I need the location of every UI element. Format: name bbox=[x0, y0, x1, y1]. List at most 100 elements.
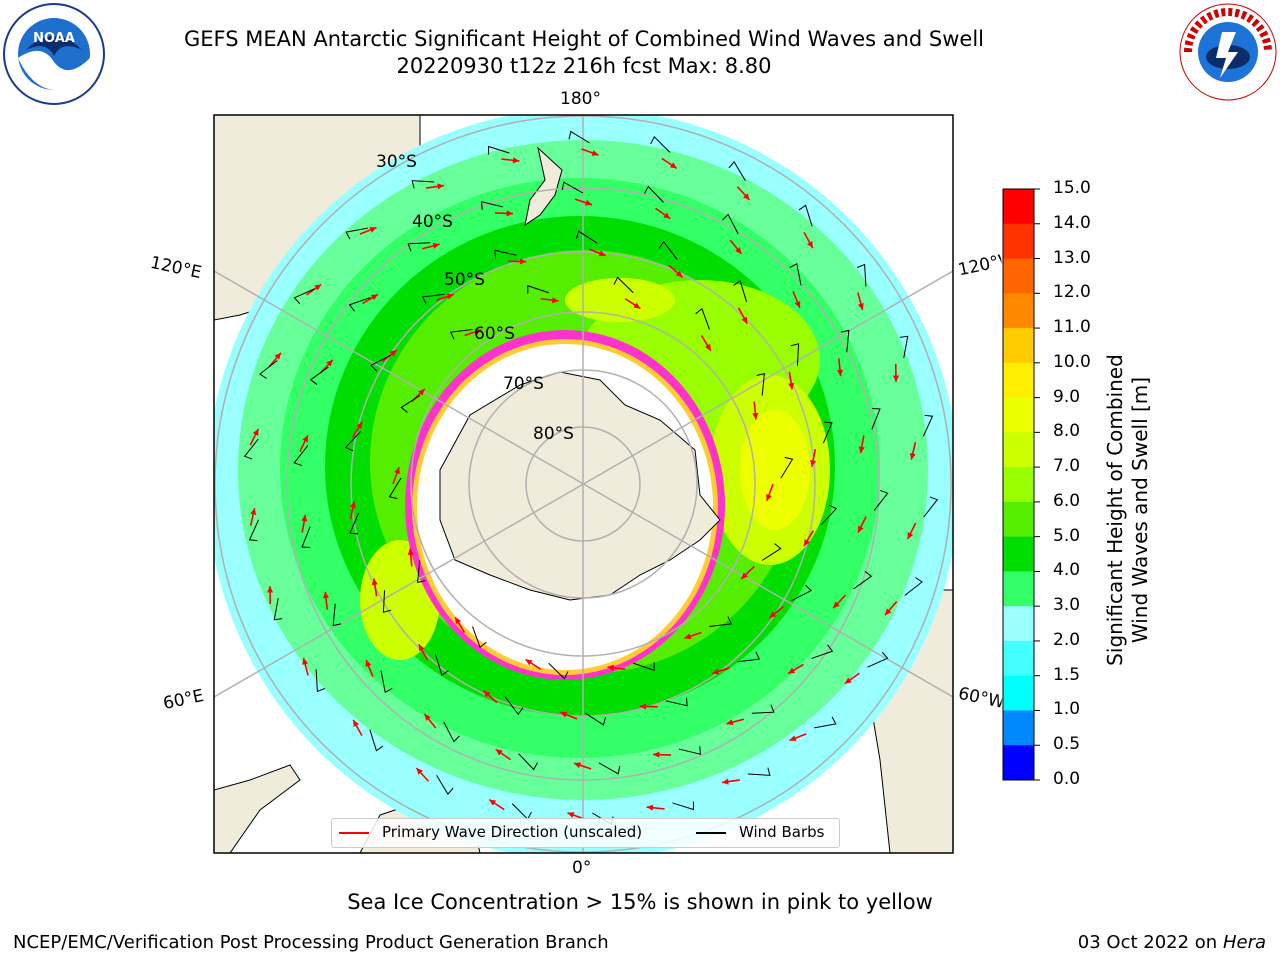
colorbar-tick-label: 8.0 bbox=[1053, 421, 1081, 442]
wave-arrow-head bbox=[353, 719, 359, 727]
wind-barb bbox=[747, 767, 771, 776]
wave-arrow-head bbox=[506, 210, 513, 217]
wave-arrow-head bbox=[322, 591, 330, 599]
colorbar-tick-label: 3.0 bbox=[1053, 595, 1081, 616]
colorbar-tick-label: 11.0 bbox=[1053, 317, 1091, 338]
colorbar-tick-label: 1.5 bbox=[1053, 664, 1081, 685]
noaa-logo: NOAA bbox=[3, 3, 105, 105]
footer-machine: Hera bbox=[1222, 932, 1266, 953]
wind-barbs-legend-swatch bbox=[696, 832, 726, 834]
colorbar-segment bbox=[1003, 571, 1034, 607]
wind-barb bbox=[344, 430, 362, 452]
wind-barb bbox=[494, 249, 517, 259]
wind-barb bbox=[780, 456, 794, 479]
wave-arrow-head bbox=[907, 532, 914, 540]
wave-arrow-head bbox=[267, 586, 274, 593]
wind-barb bbox=[867, 651, 889, 668]
wind-barb bbox=[293, 288, 315, 305]
lat-label-60s: 60°S bbox=[474, 324, 515, 344]
wave-arrow-head bbox=[741, 316, 748, 324]
wind-barb bbox=[417, 560, 426, 583]
wave-arrow-head bbox=[769, 611, 777, 618]
wave-arrow-head bbox=[836, 369, 844, 377]
wind-barb bbox=[348, 297, 371, 312]
wave-arrow-head bbox=[633, 302, 641, 309]
wind-barb bbox=[443, 721, 460, 743]
wave-arrow-head bbox=[326, 359, 333, 367]
colorbar-tick-label: 10.0 bbox=[1053, 351, 1091, 372]
wind-barb bbox=[871, 407, 881, 430]
colorbar-segment bbox=[1003, 432, 1034, 468]
wave-arrow-head bbox=[844, 677, 852, 684]
colorbar-segment bbox=[1003, 640, 1034, 677]
wind-barb bbox=[518, 753, 538, 771]
wave-arrow-head bbox=[726, 719, 734, 726]
wave-arrow-head bbox=[574, 762, 581, 769]
colorbar-tick-label: 14.0 bbox=[1053, 212, 1091, 233]
wind-barb bbox=[548, 662, 569, 680]
colorbar-tick-label: 7.0 bbox=[1053, 456, 1081, 477]
map-subtitle: 20220930 t12z 216h fcst Max: 8.80 bbox=[396, 54, 772, 78]
wind-barb bbox=[756, 373, 765, 396]
colorbar bbox=[1003, 188, 1040, 781]
wave-arrow-head bbox=[371, 578, 378, 586]
colorbar-title-line1: Significant Height of Combined bbox=[1103, 354, 1127, 666]
wave-arrow-head bbox=[833, 601, 840, 609]
lat-label-30s: 30°S bbox=[376, 152, 417, 172]
wind-barbs-legend-label: Wind Barbs bbox=[739, 823, 825, 841]
wave-arrow-head bbox=[474, 328, 482, 335]
wave-arrow-head bbox=[356, 421, 363, 429]
colorbar-segment bbox=[1003, 189, 1034, 225]
wave-arrow-head bbox=[803, 539, 810, 547]
wind-barb bbox=[345, 227, 368, 240]
wave-arrow-head bbox=[302, 435, 308, 443]
wave-arrow-head bbox=[789, 735, 797, 741]
wave-arrow-head bbox=[407, 548, 414, 556]
wind-barb bbox=[737, 651, 761, 663]
wind-barb bbox=[722, 213, 739, 235]
wave-arrow-head bbox=[653, 751, 660, 758]
wave-arrow-head bbox=[560, 711, 568, 718]
wind-barb bbox=[840, 329, 850, 353]
wind-barb bbox=[434, 653, 449, 676]
colorbar-title: Significant Height of Combined Wind Wave… bbox=[1103, 280, 1153, 740]
wind-barbs bbox=[243, 130, 939, 826]
sea-ice-note: Sea Ice Concentration > 15% is shown in … bbox=[347, 890, 933, 914]
wind-barb bbox=[382, 590, 392, 613]
wind-barb bbox=[575, 230, 598, 244]
wave-field-8m bbox=[740, 410, 810, 530]
wind-barb bbox=[504, 696, 524, 716]
wind-barb bbox=[487, 145, 510, 155]
lon-label-180: 180° bbox=[560, 89, 601, 109]
lat-label-80s: 80°S bbox=[533, 424, 574, 444]
wave-arrow-head bbox=[551, 297, 559, 304]
wave-arrow-head bbox=[512, 157, 520, 164]
footer-date-text: 03 Oct 2022 on bbox=[1077, 932, 1223, 953]
colorbar-segment bbox=[1003, 675, 1034, 711]
wave-arrow-head bbox=[646, 804, 654, 811]
wave-arrow-head bbox=[525, 659, 533, 666]
wind-barb bbox=[243, 438, 259, 460]
wind-barb bbox=[811, 644, 834, 659]
wind-barb bbox=[695, 307, 710, 330]
colorbar-tick-label: 9.0 bbox=[1053, 386, 1081, 407]
wind-barb bbox=[822, 421, 833, 444]
wind-barb bbox=[436, 775, 454, 795]
wind-barb bbox=[568, 130, 590, 144]
wave-arrow-head bbox=[807, 241, 813, 249]
colorbar-segment bbox=[1003, 501, 1034, 538]
wind-barb bbox=[369, 729, 384, 752]
colorbar-tick-label: 13.0 bbox=[1053, 247, 1091, 268]
wave-arrow-head bbox=[424, 714, 431, 721]
colorbar-segment bbox=[1003, 258, 1034, 294]
colorbar-frame bbox=[1002, 188, 1035, 781]
wind-barb bbox=[761, 543, 782, 561]
wind-barb bbox=[633, 662, 655, 671]
wind-barb bbox=[332, 603, 342, 627]
wave-arrow-head bbox=[909, 452, 916, 460]
wave-arrow-head bbox=[418, 644, 425, 652]
wind-barb bbox=[273, 598, 283, 621]
colorbar-tick-label: 15.0 bbox=[1053, 178, 1091, 198]
wind-barb bbox=[400, 395, 421, 413]
